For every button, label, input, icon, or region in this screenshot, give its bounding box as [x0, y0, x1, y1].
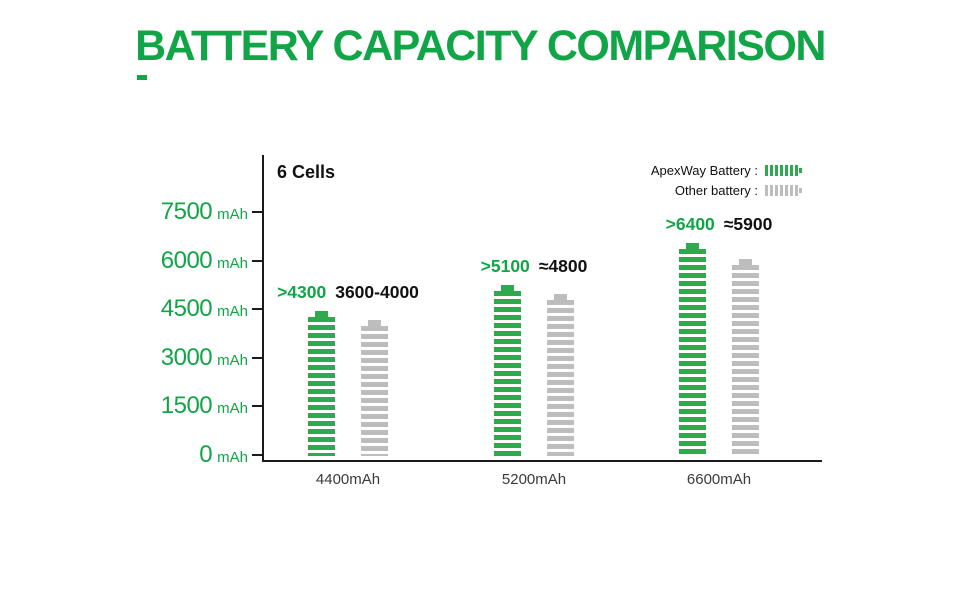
battery-cap — [315, 311, 328, 317]
battery-cap — [554, 294, 567, 300]
y-axis-line — [262, 155, 264, 462]
cells-label: 6 Cells — [277, 162, 336, 182]
battery-cap — [739, 259, 752, 265]
y-axis-value: 4500 — [160, 295, 213, 323]
page-title: BATTERY CAPACITY COMPARISON — [135, 22, 826, 70]
battery-bar-other — [361, 320, 388, 456]
y-axis-tick — [252, 356, 262, 359]
y-axis-value: 6000 — [160, 246, 213, 274]
bar-value-labels: >6400 ≈5900 — [606, 214, 832, 235]
y-axis-label: 4500 mAh — [110, 295, 248, 326]
y-axis-value: 3000 — [160, 343, 213, 371]
y-axis-tick — [252, 405, 262, 408]
y-axis-value: 1500 — [160, 392, 213, 420]
y-axis-label: 0 mAh — [110, 441, 248, 472]
battery-icon-cap — [799, 188, 802, 193]
y-axis-unit: mAh — [217, 254, 248, 272]
apexway-value-label: >6400 — [665, 214, 715, 234]
battery-icon-body — [765, 185, 798, 196]
battery-icon-cap — [799, 168, 802, 173]
battery-bar-other — [547, 294, 574, 456]
y-axis-value: 0 — [199, 441, 213, 468]
legend-item: ApexWay Battery : — [651, 163, 802, 178]
bar-value-labels: >4300 3600-4000 — [235, 282, 461, 303]
y-axis-tick — [252, 308, 262, 311]
y-axis-unit: mAh — [217, 303, 248, 321]
battery-body — [494, 291, 521, 456]
y-axis-label: 1500 mAh — [110, 392, 248, 423]
apexway-value-label: >4300 — [277, 282, 327, 302]
battery-cap — [501, 285, 514, 291]
legend-label: ApexWay Battery : — [650, 163, 758, 178]
battery-body — [547, 300, 574, 456]
battery-bar-apexway — [308, 311, 335, 456]
y-axis-unit: mAh — [217, 206, 248, 223]
legend-label: Other battery : — [674, 183, 758, 198]
y-axis-tick — [252, 211, 262, 213]
battery-icon-body — [765, 165, 798, 176]
y-axis-unit: mAh — [217, 449, 248, 466]
y-axis-label: 7500 mAh — [110, 198, 248, 229]
y-axis-tick — [252, 259, 262, 262]
battery-bar-apexway — [679, 243, 706, 456]
battery-body — [679, 249, 706, 456]
battery-body — [732, 265, 759, 456]
other-battery-icon — [765, 185, 802, 196]
other-value-label: ≈5900 — [723, 214, 773, 234]
y-axis-label: 3000 mAh — [110, 344, 248, 375]
y-axis-label: 6000 mAh — [110, 247, 248, 278]
battery-body — [308, 317, 335, 456]
apexway-value-label: >5100 — [480, 256, 530, 276]
legend: ApexWay Battery : Other battery : — [651, 163, 802, 198]
y-axis-unit: mAh — [217, 351, 248, 369]
battery-cap — [368, 320, 381, 326]
legend-item: Other battery : — [675, 183, 802, 198]
apexway-battery-icon — [765, 165, 802, 176]
battery-bar-apexway — [494, 285, 521, 456]
x-axis-line — [262, 460, 822, 462]
y-axis-tick — [252, 454, 262, 456]
x-axis-category-label: 6600mAh — [686, 471, 752, 488]
battery-body — [361, 326, 388, 456]
y-axis-unit: mAh — [217, 400, 248, 418]
battery-bar-other — [732, 259, 759, 456]
y-axis-value: 7500 — [160, 198, 213, 225]
battery-cap — [686, 243, 699, 249]
x-axis-category-label: 4400mAh — [315, 471, 381, 488]
other-value-label: 3600-4000 — [335, 282, 419, 302]
x-axis-category-label: 5200mAh — [501, 471, 567, 488]
other-value-label: ≈4800 — [538, 256, 588, 276]
title-underline-mark — [137, 75, 147, 80]
bar-value-labels: >5100 ≈4800 — [421, 256, 647, 277]
